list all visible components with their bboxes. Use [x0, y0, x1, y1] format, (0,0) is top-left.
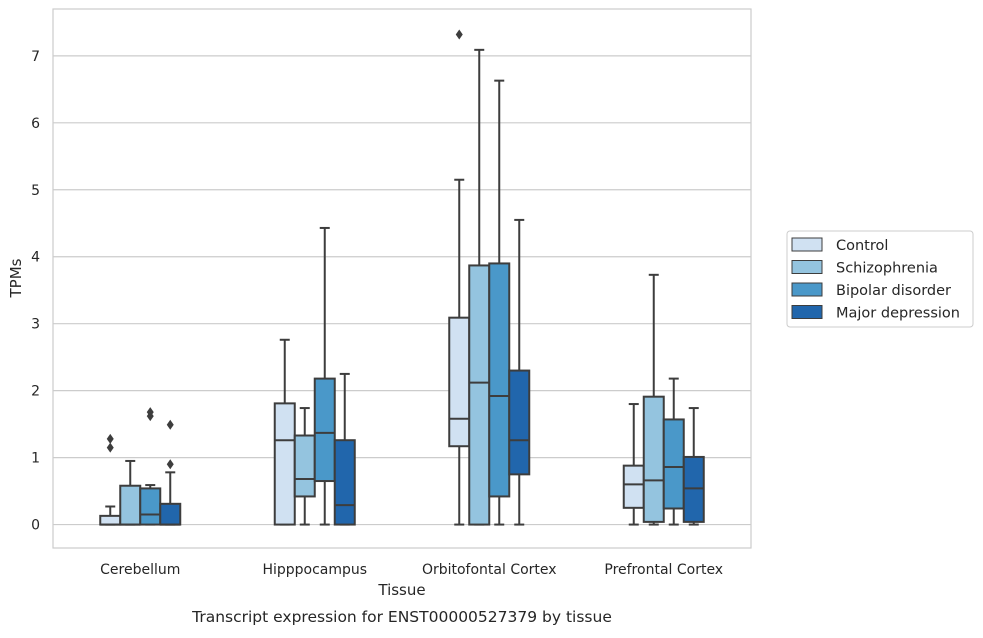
box-body	[119, 484, 142, 526]
legend: Control Schizophrenia Bipolar disorder Majo…	[786, 230, 974, 328]
box-group	[448, 29, 471, 526]
y-tick-label: 2	[31, 384, 40, 400]
legend-swatch	[791, 260, 823, 274]
outlier-point	[166, 459, 174, 470]
box-body	[448, 316, 471, 448]
box-group	[682, 407, 705, 526]
outlier-point	[455, 29, 463, 40]
x-axis-title: Tissue	[377, 581, 425, 599]
x-tick-label: Orbitofontal Cortex	[422, 562, 557, 578]
outlier-point	[106, 442, 114, 453]
x-tick-label: Hipppocampus	[262, 562, 367, 578]
y-tick-label: 4	[31, 250, 40, 266]
box-group	[468, 48, 491, 526]
box-group	[99, 433, 122, 526]
box-group	[488, 79, 511, 526]
box-group	[159, 419, 182, 526]
plot-frame	[52, 8, 752, 549]
box-group	[293, 407, 316, 526]
box-group	[662, 377, 685, 526]
box-body	[293, 434, 316, 498]
box-body	[642, 395, 665, 523]
box-body	[99, 514, 122, 526]
legend-label: Bipolar disorder	[836, 283, 951, 299]
box-body	[622, 464, 645, 509]
boxes-layer	[99, 29, 705, 526]
legend-swatch	[791, 237, 823, 252]
box-body	[333, 439, 356, 526]
box-body	[139, 487, 162, 526]
legend-label: Major depression	[836, 306, 960, 322]
legend-label: Schizophrenia	[836, 261, 938, 277]
box-group	[119, 459, 142, 526]
box-group	[642, 273, 665, 526]
box-group	[273, 338, 296, 526]
x-tick-label: Prefrontal Cortex	[604, 562, 723, 578]
x-tick-label: Cerebellum	[100, 562, 180, 578]
y-tick-labels: 0 1 2 3 4 5 6 7	[31, 49, 40, 534]
legend-label: Control	[836, 238, 888, 254]
box-body	[313, 377, 336, 483]
outlier-point	[166, 419, 174, 430]
legend-swatch	[791, 305, 823, 319]
y-tick-label: 5	[31, 183, 40, 199]
y-tick-label: 0	[31, 518, 40, 534]
box-group	[333, 372, 356, 526]
legend-swatch	[791, 282, 823, 297]
outlier-point	[106, 433, 114, 444]
box-group	[622, 403, 645, 526]
box-body	[662, 418, 685, 510]
y-tick-label: 3	[31, 317, 40, 333]
box-body	[508, 369, 531, 476]
x-tick-labels: Cerebellum Hipppocampus Orbitofontal Corte…	[100, 562, 723, 578]
y-axis-title: TPMs	[7, 258, 25, 298]
y-tick-label: 7	[31, 49, 40, 65]
legend-frame	[786, 230, 974, 328]
box-body	[468, 264, 491, 526]
gridlines	[53, 55, 751, 526]
y-tick-label: 6	[31, 116, 40, 132]
box-body	[159, 502, 182, 526]
box-group	[139, 407, 162, 526]
figure-caption: Transcript expression for ENST0000052737…	[191, 608, 612, 626]
box-body	[682, 455, 705, 523]
box-body	[488, 262, 511, 498]
box-body	[273, 402, 296, 526]
y-tick-label: 1	[31, 451, 40, 467]
outlier-point	[146, 407, 154, 418]
box-group	[508, 218, 531, 526]
box-group	[313, 226, 336, 526]
